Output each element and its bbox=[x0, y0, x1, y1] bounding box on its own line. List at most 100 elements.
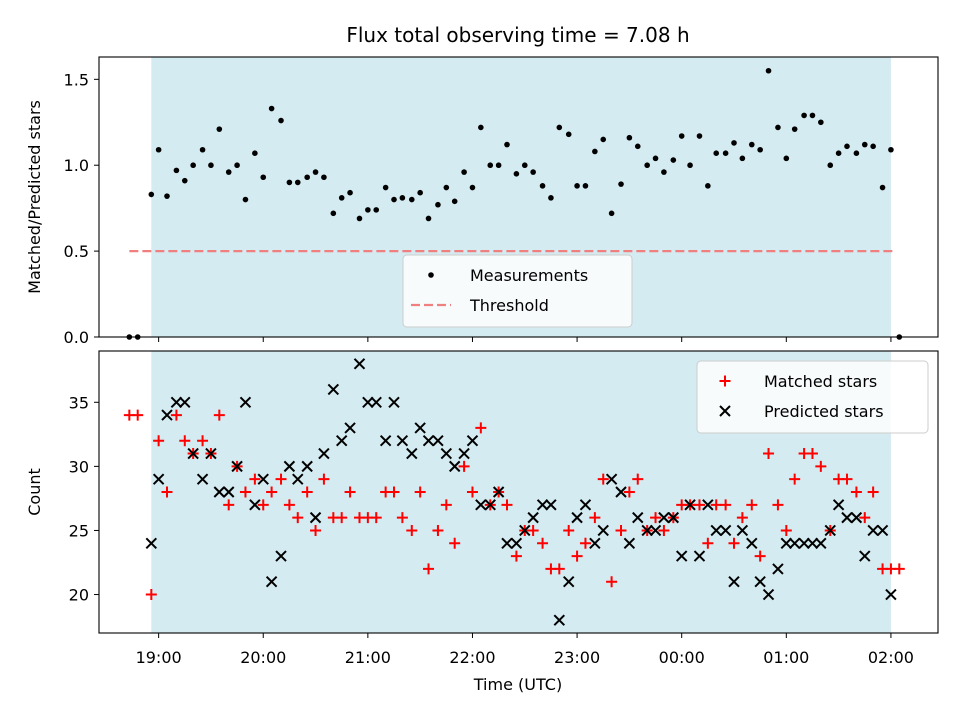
predicted-stars-point: Predicted stars: 27 bbox=[545, 499, 557, 511]
measurements-point: Measurements: 0.96 bbox=[461, 169, 467, 175]
y-axis-label: Count bbox=[25, 468, 44, 516]
measurements-point: Measurements: 1 bbox=[234, 162, 240, 169]
matched-stars-point: Matched stars: 24 bbox=[728, 537, 740, 549]
predicted-stars-point: Predicted stars: 32 bbox=[466, 435, 479, 447]
predicted-stars-point: Predicted stars: 23 bbox=[859, 550, 871, 562]
predicted-stars-point: Predicted stars: 29 bbox=[196, 473, 209, 485]
matched-stars-point: Matched stars: 27 bbox=[693, 499, 705, 511]
measurements-point: Measurements: 1 bbox=[687, 162, 693, 169]
predicted-stars-point: Predicted stars: 23 bbox=[275, 550, 287, 562]
matched-stars-point: Matched stars: 28 bbox=[850, 486, 862, 498]
predicted-stars-point: Predicted stars: 25 bbox=[824, 524, 836, 537]
measurements-point: Measurements: 0.88 bbox=[705, 183, 711, 189]
matched-stars-point: Matched stars: 30 bbox=[815, 460, 827, 472]
x-axis-label: Time (UTC) bbox=[473, 675, 562, 694]
matched-stars-point: Matched stars: 24 bbox=[702, 537, 714, 549]
predicted-stars-point: Predicted stars: 32 bbox=[422, 435, 435, 447]
measurements-point: Measurements: 0.87 bbox=[879, 184, 886, 191]
predicted-stars-point: Predicted stars: 24 bbox=[815, 537, 827, 549]
predicted-stars-point: Predicted stars: 29 bbox=[257, 473, 269, 485]
measurements-point: Measurements: 1 bbox=[495, 162, 502, 169]
measurements-point: Measurements: 1.04 bbox=[783, 155, 790, 162]
matched-stars-point: Matched stars: 27 bbox=[710, 499, 722, 511]
plot-frame bbox=[98, 350, 939, 634]
predicted-stars-point: Predicted stars: 29 bbox=[605, 473, 618, 485]
matched-stars-point: Matched stars: 22 bbox=[893, 563, 905, 575]
measurements-point: Measurements: 1 bbox=[487, 162, 494, 169]
measurements-point: Measurements: 0.93 bbox=[321, 174, 327, 181]
measurements-point: Measurements: 0.95 bbox=[513, 171, 520, 177]
matched-stars-point: Matched stars: 27 bbox=[746, 499, 758, 511]
matched-stars-point: Matched stars: 28 bbox=[161, 486, 173, 498]
predicted-stars-point: Predicted stars: 28 bbox=[615, 486, 627, 498]
matched-stars-point: Matched stars: 26 bbox=[736, 512, 748, 524]
matched-stars-point: Matched stars: 32 bbox=[153, 435, 165, 447]
matched-stars-point: Matched stars: 27 bbox=[257, 499, 269, 511]
measurements-point: Measurements: 0.96 bbox=[312, 169, 319, 175]
matched-stars-point: Matched stars: 26 bbox=[859, 512, 871, 524]
predicted-stars-point: Predicted stars: 25 bbox=[876, 524, 889, 537]
matched-stars-point: Matched stars: 33 bbox=[475, 422, 487, 434]
predicted-stars-point: Predicted stars: 26 bbox=[571, 511, 583, 524]
measurements-point: Measurements: 1.11 bbox=[634, 143, 641, 150]
measurements-point: Measurements: 1.22 bbox=[775, 124, 781, 131]
predicted-stars-point: Predicted stars: 24 bbox=[780, 537, 793, 549]
legend-label: Measurements bbox=[470, 266, 588, 285]
measurements-point: Measurements: 0.8 bbox=[391, 196, 397, 203]
measurements-point: Measurements: 1.22 bbox=[478, 124, 484, 131]
measurements-point: Measurements: 1.29 bbox=[809, 112, 816, 119]
legend-label: Threshold bbox=[469, 296, 549, 315]
matched-stars-point: Matched stars: 25 bbox=[563, 524, 575, 536]
measurements-point: Measurements: 0.9 bbox=[286, 179, 293, 186]
measurements-point: Measurements: 1.12 bbox=[748, 141, 755, 148]
legend-predicted-swatch bbox=[719, 405, 731, 417]
matched-stars-point: Matched stars: 24 bbox=[579, 537, 591, 549]
measurements-point: Measurements: 0.82 bbox=[164, 193, 170, 199]
predicted-stars-point: Predicted stars: 27 bbox=[702, 499, 714, 511]
legend-box bbox=[402, 254, 633, 328]
measurements-point: Measurements: 1.15 bbox=[600, 136, 607, 143]
measurements-point: Measurements: 1.09 bbox=[199, 146, 206, 153]
matched-stars-point: Matched stars: 27 bbox=[440, 499, 452, 511]
y-tick-label: 20 bbox=[69, 586, 89, 605]
measurements-point: Measurements: 0.74 bbox=[365, 207, 371, 213]
matched-stars-point: Matched stars: 28 bbox=[466, 486, 478, 498]
measurements-point: Measurements: 0.74 bbox=[373, 207, 380, 213]
legend: Matched stars Predicted stars bbox=[696, 360, 929, 434]
measurements-point: Measurements: 1.13 bbox=[731, 140, 737, 146]
measurements-point: Measurements: 1.55 bbox=[765, 67, 772, 74]
predicted-stars-point: Predicted stars: 32 bbox=[335, 435, 348, 447]
y-tick-label: 0.0 bbox=[64, 328, 89, 347]
measurements-point: Measurements: 1.17 bbox=[678, 133, 685, 139]
measurements-point: Measurements: 0.81 bbox=[338, 195, 345, 201]
matched-stars-point: Matched stars: 26 bbox=[650, 512, 662, 524]
measurements-point: Measurements: 1.04 bbox=[739, 155, 746, 162]
predicted-stars-point: Predicted stars: 27 bbox=[579, 499, 592, 511]
matched-stars-point: Matched stars: 29 bbox=[632, 473, 644, 485]
predicted-stars-point: Predicted stars: 31 bbox=[318, 447, 330, 460]
x-tick-label: 19:00 bbox=[136, 648, 182, 667]
x-tick-label: 23:00 bbox=[554, 648, 600, 667]
measurements-point: Measurements: 0.72 bbox=[608, 210, 615, 217]
predicted-stars-point: Predicted stars: 24 bbox=[746, 537, 758, 549]
legend-measurement-swatch bbox=[428, 272, 434, 278]
predicted-stars-point: Predicted stars: 36 bbox=[327, 383, 340, 396]
predicted-stars-point: Predicted stars: 25 bbox=[597, 524, 609, 537]
matched-stars-point: Matched stars: 28 bbox=[414, 486, 426, 498]
measurements-point: Measurements: 0.79 bbox=[451, 198, 458, 205]
predicted-stars-point: Predicted stars: 30 bbox=[301, 460, 313, 473]
predicted-stars-point: Predicted stars: 25 bbox=[641, 524, 653, 537]
measurements-point: Measurements: 0.81 bbox=[548, 195, 554, 201]
measurements-point: Measurements: 0.69 bbox=[425, 215, 432, 222]
matched-stars-point: Matched stars: 26 bbox=[589, 512, 601, 524]
plot-frame bbox=[98, 56, 939, 338]
measurements-point: Measurements: 1 bbox=[190, 162, 196, 169]
measurements-point: Measurements: 1.08 bbox=[592, 148, 598, 155]
matched-stars-point: Matched stars: 29 bbox=[789, 473, 801, 485]
predicted-stars-point: Predicted stars: 25 bbox=[710, 524, 722, 537]
measurements-point: Measurements: 1.17 bbox=[696, 133, 703, 139]
matched-stars-point: Matched stars: 30 bbox=[458, 460, 470, 472]
predicted-stars-point: Predicted stars: 30 bbox=[231, 460, 243, 473]
matched-stars-point: Matched stars: 27 bbox=[501, 499, 513, 511]
